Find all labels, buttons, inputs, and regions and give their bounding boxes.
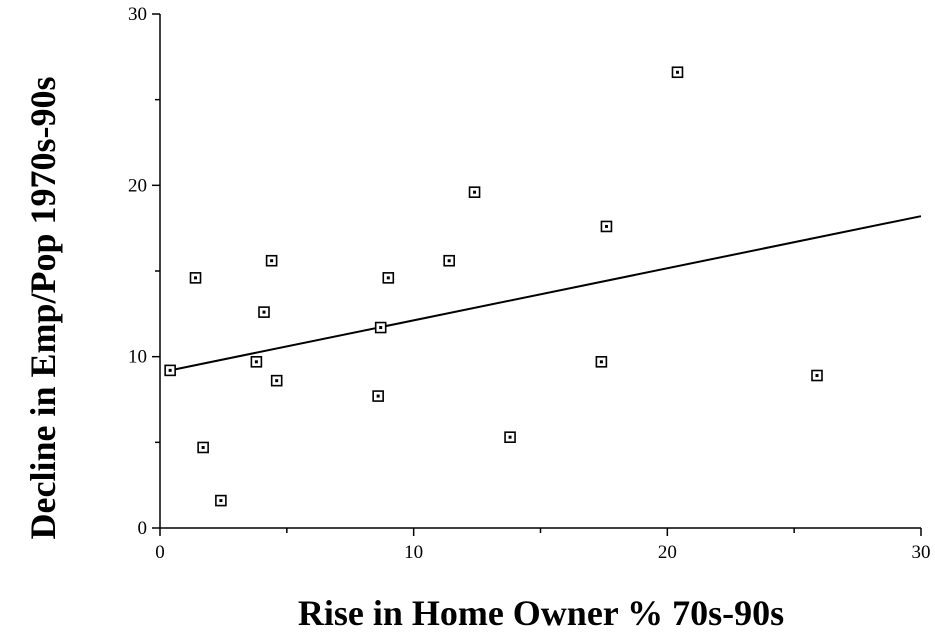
point-center [508,435,512,439]
x-tick-label: 30 [912,542,931,563]
point-center [194,276,198,280]
x-tick-label: 0 [155,542,165,563]
data-point [600,220,613,233]
point-center [473,190,477,194]
point-center [599,360,603,364]
data-point [215,494,227,507]
point-center [219,499,223,503]
data-point [374,321,387,334]
data-point [258,306,270,318]
point-center [815,374,819,378]
point-center [376,394,380,398]
y-tick-label: 20 [128,175,147,196]
point-center [275,379,279,383]
y-axis-title: Decline in Emp/Pop 1970s-90s [23,76,63,539]
trendline-group [169,215,922,372]
point-center [447,259,451,263]
point-center [254,360,258,364]
data-point [468,186,481,198]
y-tick-label: 10 [128,347,147,368]
data-point [164,364,176,377]
point-center [201,445,205,449]
point-center [675,70,679,74]
point-center [386,276,390,280]
data-point [197,441,209,454]
y-tick-label: 0 [138,518,148,539]
trendline [169,215,922,372]
axes: 0 10 20 30 0 10 20 30 [128,4,931,563]
data-points [164,66,823,507]
point-center [168,368,172,372]
point-center [379,326,383,330]
point-center [604,224,608,228]
x-tick-label: 20 [658,542,677,563]
data-point [250,356,263,368]
data-point [504,431,516,443]
x-axis-title: Rise in Home Owner % 70s-90s [298,593,784,632]
data-point [443,254,455,267]
data-point [372,390,384,402]
point-center [262,310,266,314]
x-tick-label: 10 [404,542,423,563]
data-point [265,254,278,267]
data-point [189,272,202,284]
y-tick-label: 30 [128,4,147,25]
data-point [382,272,395,284]
point-center [270,259,274,263]
data-point [595,356,608,368]
data-point [671,66,684,79]
data-point [270,374,283,387]
data-point [811,369,823,382]
